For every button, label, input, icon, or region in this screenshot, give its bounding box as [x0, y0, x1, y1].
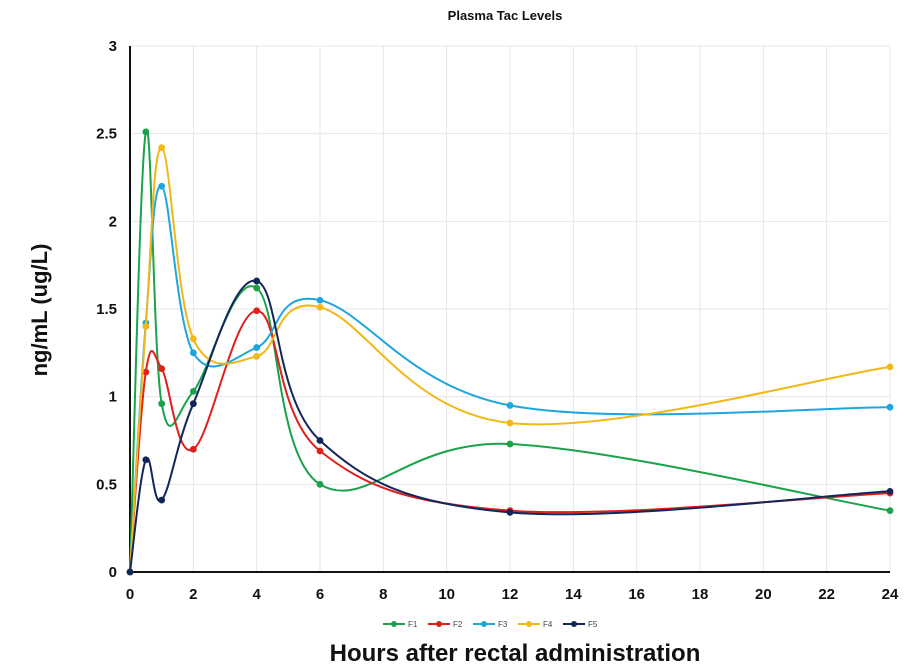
data-point: [506, 440, 514, 448]
data-point: [316, 303, 324, 311]
series-f5: [126, 277, 894, 576]
data-point: [316, 296, 324, 304]
data-point: [253, 352, 261, 360]
data-point: [253, 307, 261, 315]
series-lines: [126, 128, 894, 576]
legend-item-f3: F3: [473, 620, 508, 629]
data-point: [158, 365, 166, 373]
legend-item-f1: F1: [383, 620, 418, 629]
data-point: [506, 508, 514, 516]
data-point: [142, 456, 150, 464]
data-point: [253, 344, 261, 351]
data-point: [316, 437, 324, 444]
x-tick-label: 2: [189, 586, 197, 603]
data-point: [316, 447, 324, 455]
legend-label: F3: [498, 620, 508, 629]
data-point: [142, 323, 150, 330]
y-tick-label: 2: [109, 213, 117, 230]
data-point: [158, 496, 166, 504]
x-axis-title: Hours after rectal administration: [330, 640, 701, 665]
data-point: [142, 128, 150, 136]
x-tick-label: 22: [818, 586, 835, 603]
x-tick-label: 16: [628, 586, 645, 603]
x-tick-label: 6: [316, 586, 324, 603]
x-tick-label: 12: [502, 586, 519, 603]
x-tick-label: 8: [379, 586, 387, 603]
legend-item-f5: F5: [563, 620, 598, 629]
data-point: [253, 284, 261, 292]
data-point: [189, 445, 197, 453]
data-point: [189, 335, 197, 343]
data-point: [189, 400, 197, 408]
x-tick-label: 4: [252, 586, 261, 603]
y-tick-label: 2.5: [96, 126, 117, 143]
legend-swatch-marker: [481, 621, 487, 627]
data-point: [158, 182, 166, 190]
legend-swatch-marker: [571, 621, 577, 627]
legend-label: F1: [408, 620, 418, 629]
legend-label: F2: [453, 620, 463, 629]
x-tick-label: 0: [126, 586, 134, 603]
gridlines: [130, 45, 891, 572]
axes: [129, 46, 890, 573]
data-point: [126, 568, 134, 576]
y-tick-label: 0.5: [96, 476, 117, 493]
data-point: [253, 277, 261, 285]
data-point: [886, 403, 894, 411]
y-tick-label: 0: [109, 564, 117, 581]
data-point: [506, 402, 514, 409]
legend-label: F4: [543, 620, 553, 629]
legend: F1 F2 F3 F4 F5: [383, 620, 598, 629]
y-tick-label: 3: [109, 38, 117, 55]
data-point: [506, 419, 514, 427]
data-point: [886, 487, 894, 495]
data-point: [316, 480, 324, 488]
series-line: [129, 146, 891, 573]
legend-item-f2: F2: [428, 620, 463, 629]
data-point: [886, 507, 894, 515]
y-tick-label: 1.5: [96, 301, 117, 318]
data-point: [189, 388, 197, 395]
data-point: [886, 363, 894, 371]
x-tick-label: 14: [565, 586, 582, 603]
x-tick-label: 10: [438, 586, 455, 603]
data-point: [158, 144, 166, 152]
legend-label: F5: [588, 620, 598, 629]
x-tick-label: 24: [882, 586, 899, 603]
x-tick-label: 18: [692, 586, 709, 603]
data-point: [189, 349, 197, 357]
chart-title: Plasma Tac Levels: [448, 8, 563, 23]
data-point: [158, 400, 166, 408]
data-point: [142, 368, 150, 376]
legend-item-f4: F4: [518, 620, 553, 629]
y-tick-label: 1: [109, 389, 117, 406]
legend-swatch-marker: [436, 621, 442, 627]
legend-swatch-marker: [526, 621, 532, 627]
legend-swatch-marker: [391, 621, 397, 627]
x-tick-label: 20: [755, 586, 772, 603]
y-axis-title: ng/mL (ug/L): [27, 244, 52, 377]
